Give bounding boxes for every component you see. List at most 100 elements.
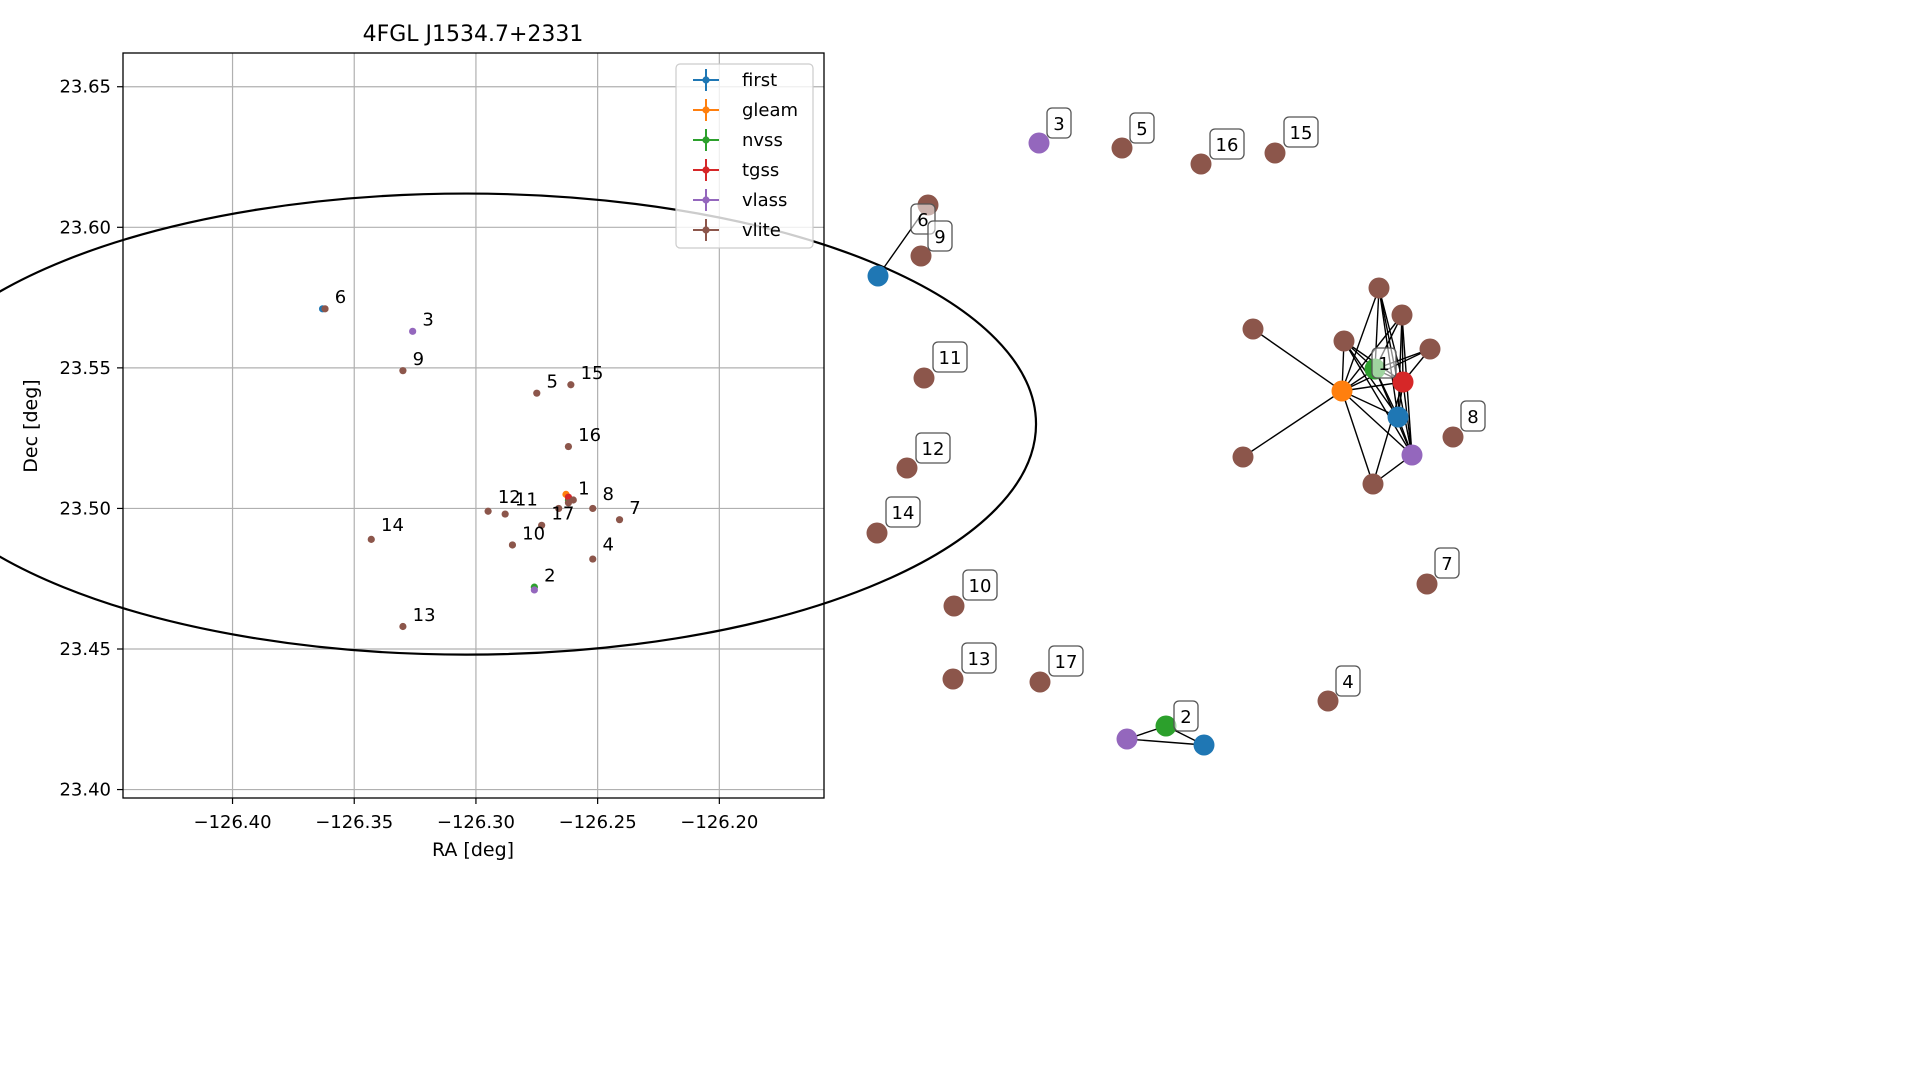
graph-edge (1341, 287, 1380, 392)
vlite-point (555, 504, 563, 513)
vlite-point (501, 510, 509, 518)
graph-node-label: 9 (927, 220, 953, 252)
graph-label-box (1371, 347, 1397, 379)
vlite-point (564, 442, 573, 451)
x-tick-label: −126.30 (437, 812, 515, 833)
graph-node (1264, 142, 1286, 164)
annotation-label: 13 (413, 605, 436, 626)
graph-node-label: 10 (962, 569, 998, 601)
graph-node (910, 245, 932, 267)
graph-label-text: 14 (892, 503, 915, 524)
graph-node-label: 3 (1046, 107, 1072, 139)
graph-label-box (1209, 128, 1245, 160)
vlass-point (530, 586, 538, 594)
graph-label-text: 13 (968, 649, 991, 670)
graph-label-box (915, 432, 951, 464)
legend-label: first (742, 70, 777, 91)
graph-node (1419, 338, 1441, 360)
graph-label-text: 17 (1055, 652, 1078, 673)
legend-item-tgss: tgss (693, 159, 779, 181)
graph-label-box (1129, 112, 1155, 144)
graph-label-text: 10 (969, 576, 992, 597)
vlite-point (533, 389, 541, 397)
y-tick-label: 23.65 (59, 77, 111, 98)
graph-edge (1242, 390, 1343, 458)
graph-node (942, 668, 964, 690)
y-tick-label: 23.50 (59, 498, 111, 519)
graph-edge (1126, 738, 1205, 746)
legend-item-nvss: nvss (693, 129, 783, 151)
legend-marker-dot (702, 196, 710, 204)
legend-item-first: first (693, 69, 777, 91)
annotation-label: 10 (522, 523, 545, 544)
graph-node-label: 5 (1129, 112, 1155, 144)
graph-label-text: 16 (1216, 135, 1239, 156)
graph-node (1368, 277, 1390, 299)
legend-marker-dot (702, 166, 710, 174)
annotation-label: 16 (578, 425, 601, 446)
graph-node (1317, 690, 1339, 712)
graph-label-text: 15 (1290, 123, 1313, 144)
legend-marker-dot (702, 106, 710, 114)
graph-node (1029, 671, 1051, 693)
annotation-label: 17 (551, 504, 574, 525)
annotation-label: 3 (422, 310, 433, 331)
graph-node-label: 14 (885, 496, 921, 528)
graph-edge (1341, 390, 1413, 456)
annotation-label: 7 (629, 498, 640, 519)
legend-item-vlite: vlite (693, 219, 781, 241)
graph-label-box (927, 220, 953, 252)
y-tick-label: 23.60 (59, 217, 111, 238)
graph-node (1387, 406, 1409, 428)
graph-label-box (1283, 116, 1319, 148)
graph-node (896, 457, 918, 479)
graph-label-box (1173, 700, 1199, 732)
annotation-label: 8 (603, 484, 614, 505)
vlite-point (569, 496, 577, 504)
graph-label-text: 2 (1180, 707, 1191, 728)
vlite-point (615, 516, 624, 524)
x-tick-label: −126.25 (559, 812, 637, 833)
annotation-label: 14 (381, 515, 404, 536)
y-tick-label: 23.55 (59, 358, 111, 379)
graph-label-text: 5 (1136, 119, 1147, 140)
legend-items: first gleam nvss tgss vlass vlite (693, 69, 798, 241)
graph-label-text: 1 (1378, 354, 1389, 375)
graph-edge (1378, 287, 1404, 383)
graph-node-label: 13 (961, 642, 997, 674)
x-tick-label: −126.35 (315, 812, 393, 833)
graph-label-box (962, 569, 998, 601)
legend-label: nvss (742, 130, 783, 151)
vlite-point (589, 555, 597, 563)
annotation-label: 12 (498, 487, 521, 508)
graph-label-box (932, 341, 968, 373)
graph-label-box (961, 642, 997, 674)
graph-node (866, 522, 888, 544)
graph-node (1232, 446, 1254, 468)
graph-label-text: 7 (1441, 554, 1452, 575)
graph-node-label: 16 (1209, 128, 1245, 160)
legend-marker-dot (702, 76, 710, 84)
vlite-point (484, 507, 492, 515)
legend-marker-dot (702, 136, 710, 144)
graph-node-label: 17 (1048, 645, 1084, 677)
graph-label-box (1434, 547, 1460, 579)
graph-label-text: 3 (1053, 114, 1064, 135)
legend-label: tgss (742, 160, 779, 181)
graph-edge (1252, 328, 1343, 392)
graph-node (1028, 132, 1050, 154)
chart-title: 4FGL J1534.7+2331 (363, 22, 584, 47)
annotation-label: 5 (547, 372, 558, 393)
graph-edge (1341, 390, 1374, 485)
graph-node-label: 7 (1434, 547, 1460, 579)
graph-label-text: 12 (922, 439, 945, 460)
vlite-point (367, 535, 375, 543)
graph-edge (1372, 381, 1404, 485)
x-tick-label: −126.40 (193, 812, 271, 833)
legend-item-gleam: gleam (693, 99, 798, 121)
graph-edge (1401, 314, 1404, 383)
vlite-point (567, 381, 575, 389)
graph-label-text: 11 (939, 348, 962, 369)
graph-label-text: 9 (934, 227, 945, 248)
axis-ticks: −126.40 −126.35 −126.30 −126.25 −126.20 23.40… (59, 77, 758, 833)
